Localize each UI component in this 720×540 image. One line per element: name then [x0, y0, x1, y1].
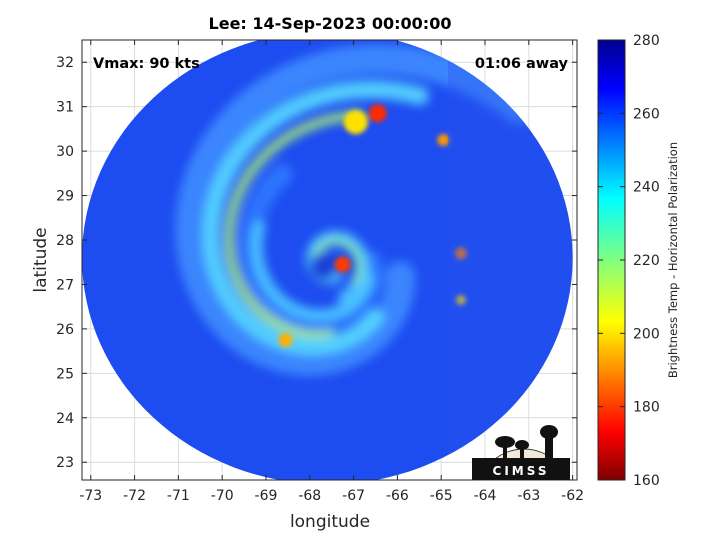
colorbar-tick-label: 260: [633, 106, 660, 122]
colorbar-tick-label: 280: [633, 33, 660, 49]
y-tick-label: 23: [56, 455, 74, 471]
rain-band: [175, 44, 535, 376]
x-tick-label: -68: [298, 488, 321, 504]
convective-core: [343, 110, 368, 135]
y-tick-label: 25: [56, 366, 74, 382]
x-tick-label: -66: [386, 488, 409, 504]
x-tick-label: -65: [430, 488, 453, 504]
convective-core: [454, 247, 467, 260]
x-tick-label: -63: [517, 488, 540, 504]
x-tick-label: -69: [255, 488, 278, 504]
y-axis: 23 24 25 26 27 28 29 30 31 32: [56, 55, 577, 471]
time-away-annotation: 01:06 away: [475, 56, 569, 72]
convective-core: [334, 256, 351, 273]
convective-core: [278, 333, 293, 347]
chart-title: Lee: 14-Sep-2023 00:00:00: [209, 14, 452, 33]
colorbar-tick-label: 180: [633, 400, 660, 416]
x-tick-label: -62: [561, 488, 584, 504]
y-tick-label: 29: [56, 189, 74, 205]
x-tick-label: -73: [79, 488, 102, 504]
y-tick-label: 31: [56, 100, 74, 116]
x-tick-label: -64: [474, 488, 497, 504]
y-tick-label: 26: [56, 322, 74, 338]
rain-band: [202, 80, 429, 356]
convective-core: [455, 295, 466, 305]
cimss-logo: CIMSS: [472, 425, 571, 481]
convective-core: [437, 134, 450, 146]
x-tick-label: -67: [342, 488, 365, 504]
x-tick-label: -70: [211, 488, 234, 504]
convective-core: [368, 104, 387, 123]
x-axis: -73 -72 -71 -70 -69 -68 -67 -66 -65 -64 -63 -62: [79, 40, 584, 504]
plot-frame: [81, 39, 578, 481]
colorbar-tick-label: 200: [633, 326, 660, 342]
rain-band: [224, 110, 365, 339]
colorbar-tick-label: 240: [633, 180, 660, 196]
eye: [309, 252, 338, 281]
colorbar-label: Brightness Temp - Horizontal Polarizatio…: [666, 142, 680, 378]
y-axis-label: latitude: [31, 227, 51, 292]
x-axis-label: longitude: [290, 512, 370, 532]
y-tick-label: 24: [56, 411, 74, 427]
vmax-annotation: Vmax: 90 kts: [93, 56, 200, 72]
y-tick-label: 32: [56, 55, 74, 71]
x-tick-label: -72: [123, 488, 146, 504]
y-tick-label: 30: [56, 144, 74, 160]
logo-text: CIMSS: [493, 464, 550, 478]
colorbar-tick-label: 220: [633, 253, 660, 269]
colorbar-axis: 160 180 200 220 240 260 280: [598, 33, 660, 489]
y-tick-label: 27: [56, 277, 74, 293]
y-tick-label: 28: [56, 233, 74, 249]
x-tick-label: -71: [167, 488, 190, 504]
rain-band: [250, 220, 375, 322]
colorbar-tick-label: 160: [633, 473, 660, 489]
